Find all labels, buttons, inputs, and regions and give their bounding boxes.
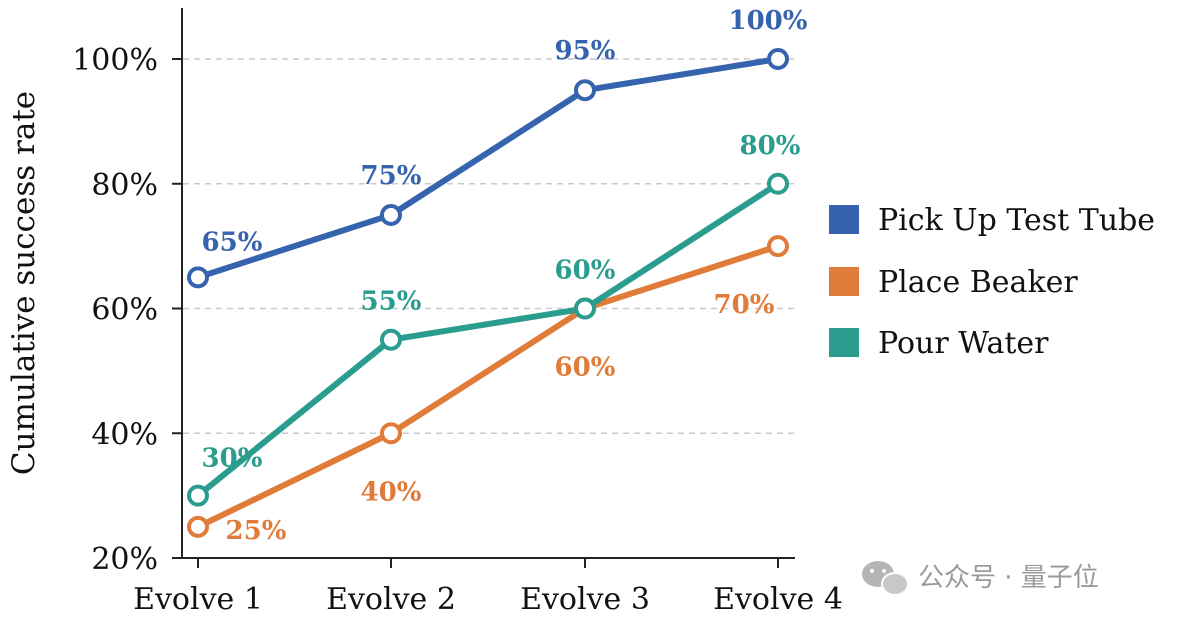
data-point: [574, 79, 596, 102]
data-point: [574, 297, 596, 320]
data-label: 95%: [555, 36, 616, 66]
data-label: 70%: [714, 290, 775, 320]
data-label: 75%: [361, 161, 422, 191]
x-ticks: Evolve 1 Evolve 2 Evolve 3 Evolve 4: [133, 558, 843, 617]
data-label: 40%: [361, 477, 422, 507]
series-group: [187, 48, 789, 538]
y-ticks: 20% 40% 60% 80% 100%: [72, 43, 182, 577]
data-point: [380, 422, 402, 445]
y-tick-label: 80%: [91, 168, 158, 203]
axes: [181, 8, 795, 559]
data-label: 80%: [740, 131, 801, 161]
x-tick-label: Evolve 4: [713, 582, 843, 617]
legend-swatch: [829, 267, 859, 296]
legend-label: Place Beaker: [878, 265, 1078, 300]
legend: Pick Up Test Tube Place Beaker Pour Water: [829, 203, 1155, 361]
data-point: [380, 203, 402, 226]
data-point: [187, 515, 209, 538]
data-label: 100%: [729, 6, 808, 36]
legend-label: Pick Up Test Tube: [878, 203, 1155, 238]
series-line: [195, 243, 781, 530]
y-tick-label: 60%: [91, 293, 158, 328]
data-label: 60%: [555, 256, 616, 286]
data-label: 55%: [361, 287, 422, 317]
legend-label: Pour Water: [878, 326, 1049, 361]
data-labels: 65% 75% 95% 100% 25% 40% 60% 70% 30% 55% 60% 80%: [202, 6, 808, 546]
x-tick-label: Evolve 1: [133, 582, 263, 617]
legend-swatch: [829, 328, 859, 357]
data-label: 25%: [226, 516, 287, 546]
x-tick-label: Evolve 3: [520, 582, 650, 617]
data-point: [767, 172, 789, 195]
y-tick-label: 40%: [91, 417, 158, 452]
watermark: 公众号 · 量子位: [862, 561, 1099, 596]
data-point: [380, 328, 402, 351]
watermark-text: 公众号 · 量子位: [918, 563, 1099, 593]
data-label: 60%: [555, 353, 616, 383]
series-line: [195, 180, 781, 499]
legend-swatch: [829, 205, 859, 234]
data-point: [767, 235, 789, 258]
grid-lines: [183, 58, 795, 434]
data-point: [187, 484, 209, 507]
y-tick-label: 20%: [91, 542, 158, 577]
x-tick-label: Evolve 2: [326, 582, 456, 617]
y-tick-label: 100%: [72, 43, 158, 78]
series-line: [195, 56, 781, 281]
y-axis-label: Cumulative success rate: [6, 91, 42, 475]
wechat-icon: [862, 561, 909, 596]
data-point: [767, 48, 789, 70]
data-label: 30%: [202, 444, 263, 474]
data-label: 65%: [202, 227, 263, 257]
data-point: [187, 266, 209, 289]
